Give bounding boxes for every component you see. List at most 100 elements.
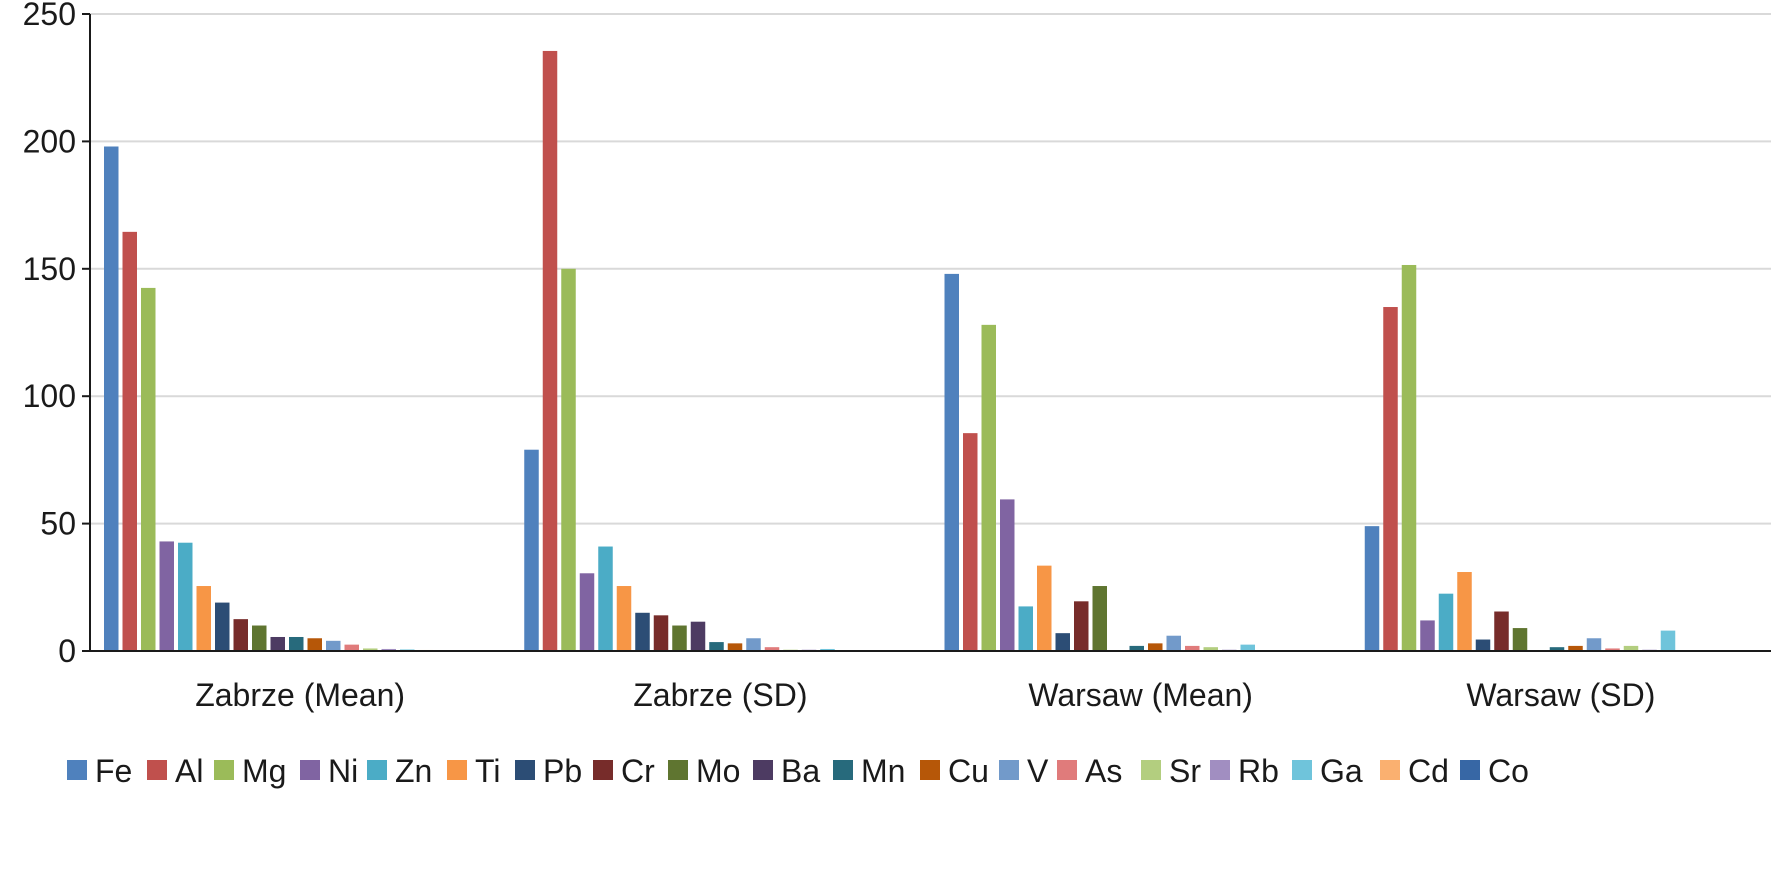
legend-swatch-ni [300,760,320,780]
legend-label-ga: Ga [1320,753,1363,789]
legend-label-co: Co [1488,753,1529,789]
bar-cu-4 [1568,645,1583,651]
y-tick-label: 150 [23,251,76,287]
bar-mn-2 [709,642,724,651]
x-category-label: Warsaw (Mean) [1028,677,1253,713]
bar-cr-1 [233,619,248,651]
bar-ti-4 [1457,572,1472,651]
bar-ga-3 [1240,644,1255,651]
legend-swatch-ba [753,760,773,780]
bar-ba-1 [270,636,285,651]
bar-mg-1 [141,287,156,651]
bar-ti-2 [616,586,632,651]
legend-swatch-zn [367,760,387,780]
y-tick-label: 250 [23,0,76,32]
bar-ga-4 [1660,630,1676,651]
bar-as-2 [764,647,780,651]
y-axis: 0 50 100 150 200 250 [23,0,91,669]
bar-ti-3 [1037,565,1052,651]
bar-v-1 [326,640,341,651]
legend-label-pb: Pb [543,753,582,789]
bar-al-3 [963,433,978,651]
bar-rb-1 [381,648,396,651]
legend-swatch-al [147,760,167,780]
legend-swatch-mg [214,760,234,780]
bar-cr-3 [1074,601,1089,651]
bar-zn-2 [598,546,613,651]
bar-pb-1 [215,602,230,651]
legend-swatch-cd [1380,760,1400,780]
legend-swatch-as [1057,760,1077,780]
bar-zn-3 [1018,606,1033,651]
bar-cu-3 [1148,643,1163,651]
bar-cu-1 [307,638,322,651]
bar-ni-3 [1000,499,1015,651]
legend-label-mn: Mn [861,753,905,789]
bar-sr-1 [363,648,378,651]
bar-fe-1 [104,146,119,651]
legend-label-cr: Cr [621,753,655,789]
legend-swatch-ti [447,760,467,780]
bar-v-4 [1586,638,1602,651]
legend-swatch-pb [515,760,535,780]
bar-mo-4 [1512,628,1528,651]
y-tick-label: 50 [40,506,76,542]
legend-swatch-fe [67,760,87,780]
legend-swatch-ga [1292,760,1312,780]
legend-label-al: Al [175,753,203,789]
x-category-label: Warsaw (SD) [1466,677,1655,713]
legend-swatch-rb [1210,760,1230,780]
legend-label-zn: Zn [395,753,432,789]
legend-swatch-cr [593,760,613,780]
bar-mg-2 [561,268,576,651]
bar-v-3 [1166,635,1181,651]
bars [104,50,1713,652]
y-tick-label: 100 [23,378,76,414]
bar-ni-1 [159,541,174,651]
bar-al-4 [1383,307,1398,651]
bar-fe-3 [944,273,959,651]
bar-mo-1 [252,625,267,651]
bar-pb-2 [635,612,650,651]
gridlines [90,13,1771,525]
x-axis: Zabrze (Mean) Zabrze (SD) Warsaw (Mean) War… [90,650,1771,713]
bar-sr-4 [1623,645,1639,651]
legend-label-as: As [1085,753,1122,789]
bar-mn-4 [1549,647,1565,651]
bar-mo-3 [1092,586,1107,651]
bar-mn-3 [1129,645,1144,651]
bar-mn-1 [289,636,304,651]
bar-v-2 [746,638,761,651]
bar-cr-2 [653,615,669,651]
legend-label-mo: Mo [696,753,740,789]
bar-zn-1 [178,542,193,651]
legend-label-cd: Cd [1408,753,1449,789]
legend-label-ti: Ti [475,753,500,789]
bar-fe-4 [1364,526,1380,651]
bar-ti-1 [196,586,211,651]
bar-mg-3 [981,324,996,651]
bar-as-1 [344,644,359,651]
legend-label-rb: Rb [1238,753,1279,789]
bar-al-2 [542,50,558,652]
legend: Fe Al Mg Ni Zn Ti Pb Cr Mo Ba Mn Cu V As Sr Rb Ga Cd Co [67,753,1529,789]
y-tick-label: 200 [23,123,76,159]
x-category-label: Zabrze (SD) [633,677,807,713]
y-tick-label: 0 [58,633,76,669]
legend-swatch-mn [833,760,853,780]
bar-sr-3 [1203,647,1218,651]
legend-label-cu: Cu [948,753,989,789]
legend-label-sr: Sr [1169,753,1201,789]
legend-label-v: V [1027,753,1049,789]
bar-ni-4 [1420,620,1435,651]
bar-mo-2 [672,625,687,651]
legend-label-mg: Mg [242,753,286,789]
legend-swatch-mo [668,760,688,780]
legend-label-ba: Ba [781,753,820,789]
bar-pb-3 [1055,633,1070,651]
legend-label-ni: Ni [328,753,358,789]
legend-swatch-cu [920,760,940,780]
bar-zn-4 [1438,593,1454,651]
legend-swatch-v [999,760,1019,780]
